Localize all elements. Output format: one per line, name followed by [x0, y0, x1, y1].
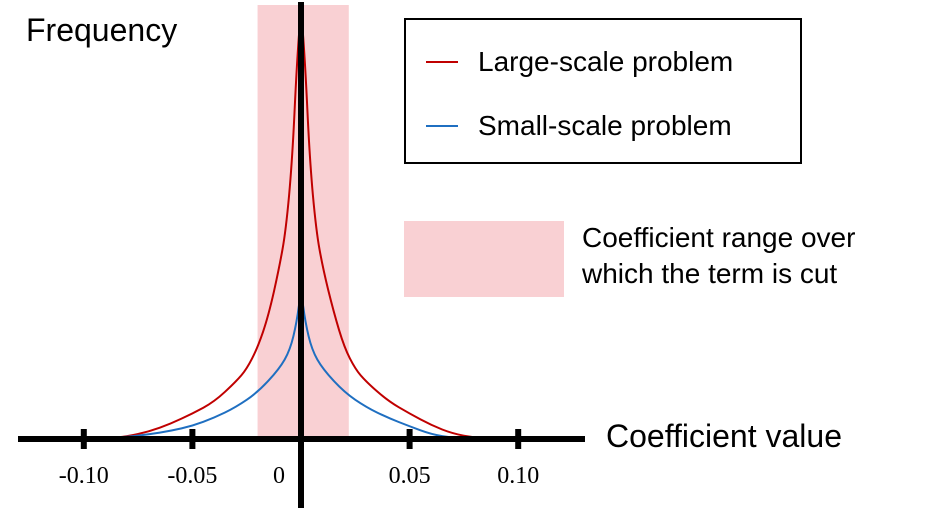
- x-tick-label: -0.05: [167, 463, 217, 489]
- cut-range-swatch: [404, 221, 564, 297]
- x-axis-label: Coefficient value: [606, 418, 842, 454]
- legend-entry-large: Large-scale problem: [406, 44, 733, 80]
- x-tick-label: 0.05: [389, 463, 431, 489]
- legend-entry-small: Small-scale problem: [406, 108, 732, 144]
- cut-range-annotation-line1: Coefficient range over: [582, 222, 856, 253]
- legend-swatch-small: [426, 125, 458, 127]
- x-tick-label: 0.10: [497, 463, 539, 489]
- cut-range-annotation: Coefficient range over which the term is…: [582, 220, 922, 292]
- x-tick-label: 0: [273, 463, 285, 489]
- x-tick-label: -0.10: [59, 463, 109, 489]
- legend: Large-scale problem Small-scale problem: [404, 18, 802, 164]
- legend-swatch-large: [426, 61, 458, 63]
- legend-label-large: Large-scale problem: [478, 46, 734, 77]
- legend-label-small: Small-scale problem: [478, 110, 732, 141]
- y-axis-label: Frequency: [26, 12, 178, 48]
- cut-range-annotation-line2: which the term is cut: [582, 258, 838, 289]
